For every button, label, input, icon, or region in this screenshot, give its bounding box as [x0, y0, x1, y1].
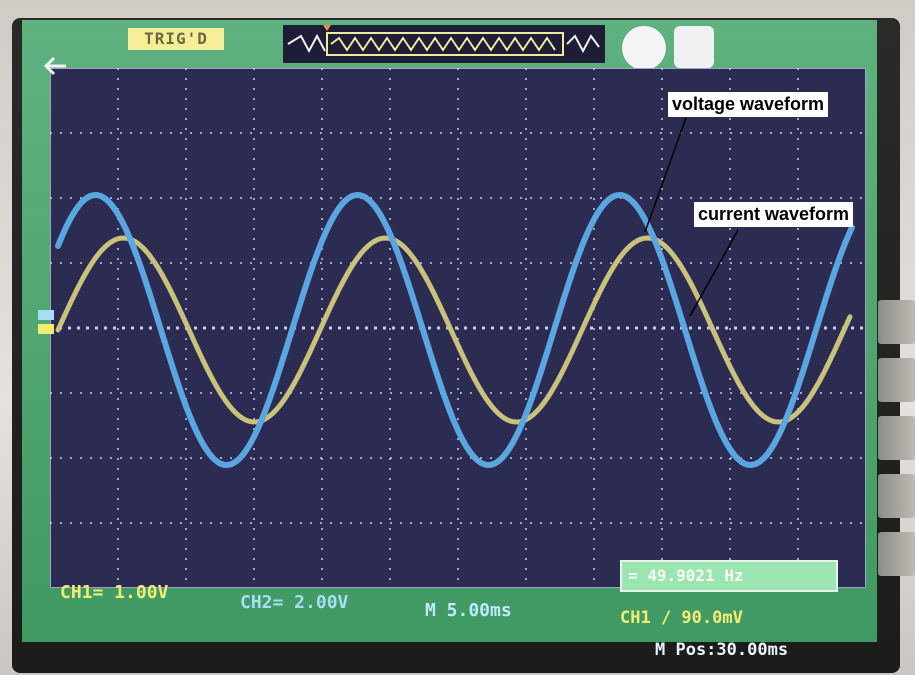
frequency-readout: = 49.9021 Hz — [628, 566, 744, 585]
side-button — [878, 358, 915, 402]
side-button — [878, 532, 915, 576]
timebase-overview-svg — [287, 25, 600, 56]
side-buttons — [878, 300, 915, 630]
timebase-overview-bar — [283, 25, 605, 63]
trigger-level-readout: CH1 / 90.0mV — [620, 608, 743, 628]
side-button — [878, 474, 915, 518]
graticule — [50, 68, 866, 588]
ch2-scale-readout: CH2= 2.00V — [240, 592, 349, 613]
back-arrow-icon — [43, 56, 66, 76]
channel-marker-icon — [38, 310, 54, 334]
trigger-pointer-icon — [323, 25, 331, 31]
voltage-pointer-line — [644, 117, 687, 233]
side-button — [878, 416, 915, 460]
current-waveform-label: current waveform — [694, 202, 854, 227]
usb-key-icon — [674, 26, 714, 68]
timebase-readout: M 5.00ms — [425, 600, 512, 621]
current-waveform-trace — [55, 235, 853, 425]
current-pointer-line — [689, 229, 739, 317]
voltage-waveform-label: voltage waveform — [668, 92, 829, 117]
trigger-status-badge: TRIG'D — [128, 28, 224, 50]
circle-icon — [622, 26, 666, 70]
frequency-box — [620, 560, 838, 592]
side-button — [878, 300, 915, 344]
ch1-scale-readout: CH1= 1.00V — [60, 582, 169, 603]
horizontal-position-readout: M Pos:30.00ms — [655, 640, 789, 660]
voltage-waveform-trace — [55, 191, 855, 469]
